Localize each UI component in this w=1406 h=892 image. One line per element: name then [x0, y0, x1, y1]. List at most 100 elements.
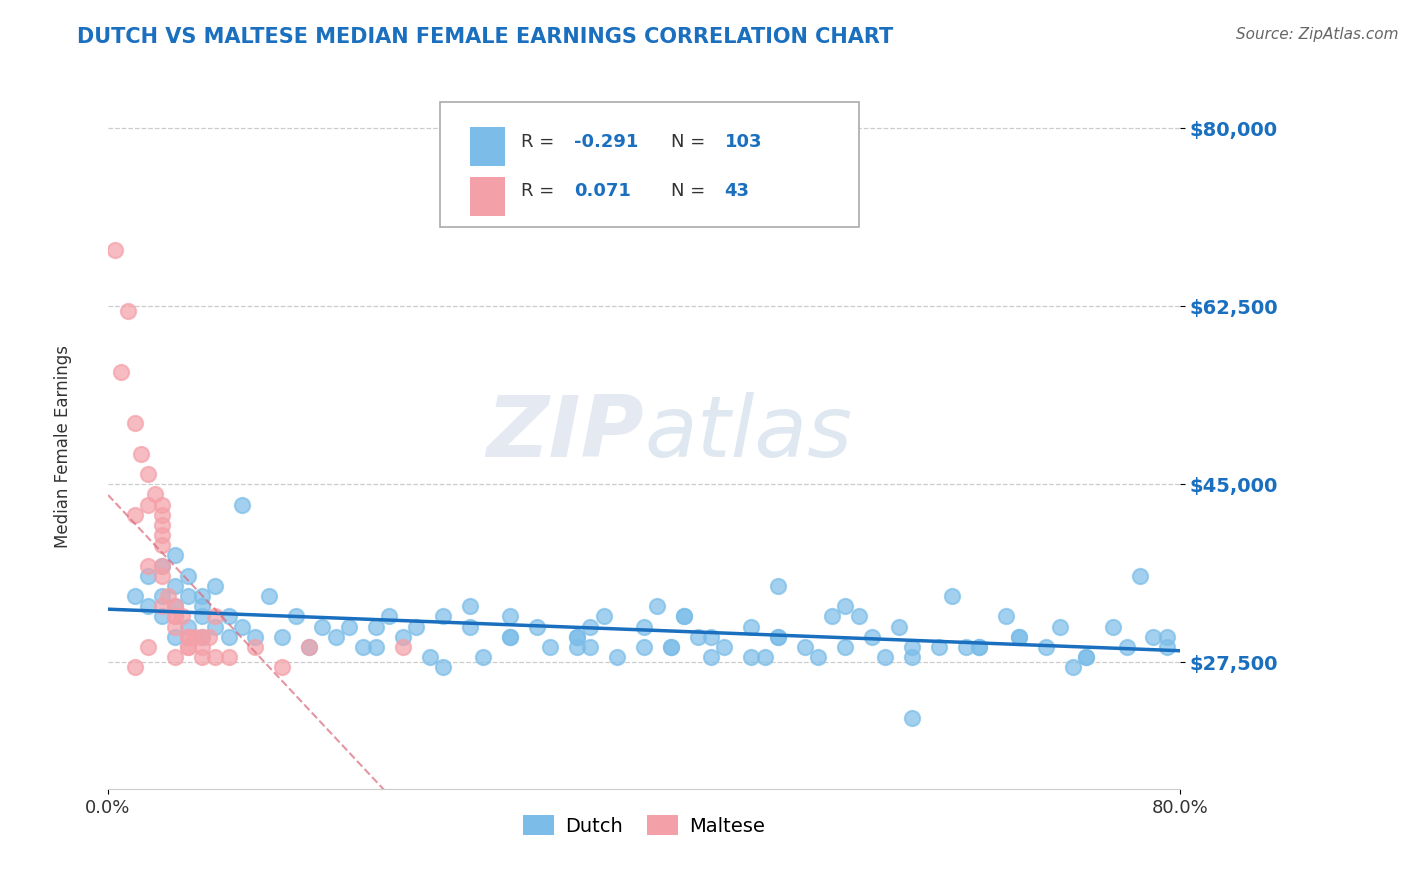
- Point: [392, 640, 415, 654]
- Point: [150, 498, 173, 512]
- Point: [821, 609, 844, 624]
- Point: [405, 619, 427, 633]
- Point: [606, 650, 628, 665]
- Point: [565, 630, 588, 644]
- Point: [124, 416, 146, 430]
- Point: [967, 640, 990, 654]
- Point: [673, 609, 696, 624]
- Point: [941, 589, 963, 603]
- Point: [191, 630, 214, 644]
- Point: [1076, 650, 1098, 665]
- Point: [901, 650, 924, 665]
- Text: Source: ZipAtlas.com: Source: ZipAtlas.com: [1236, 27, 1399, 42]
- Point: [659, 640, 682, 654]
- Point: [432, 609, 454, 624]
- Text: N =: N =: [671, 133, 711, 151]
- Text: Median Female Earnings: Median Female Earnings: [55, 344, 72, 548]
- Point: [1008, 630, 1031, 644]
- Legend: Dutch, Maltese: Dutch, Maltese: [515, 807, 773, 844]
- Point: [191, 589, 214, 603]
- Point: [124, 508, 146, 522]
- Point: [458, 599, 481, 614]
- Point: [150, 589, 173, 603]
- Point: [177, 589, 200, 603]
- Point: [204, 609, 226, 624]
- Point: [364, 640, 387, 654]
- Point: [177, 630, 200, 644]
- Point: [177, 568, 200, 582]
- Point: [218, 609, 240, 624]
- Point: [1049, 619, 1071, 633]
- Point: [204, 650, 226, 665]
- Point: [191, 599, 214, 614]
- Point: [1156, 630, 1178, 644]
- Point: [364, 619, 387, 633]
- Point: [163, 549, 186, 563]
- Point: [807, 650, 830, 665]
- Point: [499, 630, 522, 644]
- Point: [1008, 630, 1031, 644]
- Point: [150, 609, 173, 624]
- Point: [352, 640, 374, 654]
- Point: [117, 304, 139, 318]
- Text: 43: 43: [724, 182, 749, 201]
- Point: [673, 609, 696, 624]
- Point: [204, 579, 226, 593]
- Point: [284, 609, 307, 624]
- Point: [887, 619, 910, 633]
- Point: [565, 630, 588, 644]
- Point: [967, 640, 990, 654]
- Point: [392, 630, 415, 644]
- Point: [1102, 619, 1125, 633]
- Point: [766, 630, 789, 644]
- Point: [875, 650, 897, 665]
- Point: [1035, 640, 1057, 654]
- Point: [378, 609, 401, 624]
- Point: [928, 640, 950, 654]
- Point: [163, 619, 186, 633]
- Point: [197, 630, 219, 644]
- Point: [136, 599, 159, 614]
- Point: [124, 660, 146, 674]
- Point: [472, 650, 495, 665]
- Point: [177, 640, 200, 654]
- Point: [955, 640, 977, 654]
- Point: [131, 447, 153, 461]
- Point: [834, 599, 856, 614]
- Point: [766, 630, 789, 644]
- Point: [994, 609, 1017, 624]
- Point: [177, 619, 200, 633]
- Point: [1076, 650, 1098, 665]
- Point: [191, 650, 214, 665]
- Point: [150, 558, 173, 573]
- Point: [191, 630, 214, 644]
- Point: [432, 660, 454, 674]
- Text: R =: R =: [520, 182, 560, 201]
- Point: [136, 498, 159, 512]
- Point: [499, 609, 522, 624]
- Text: ZIP: ZIP: [486, 392, 644, 475]
- Point: [191, 609, 214, 624]
- Point: [163, 599, 186, 614]
- Point: [143, 487, 166, 501]
- Point: [271, 660, 294, 674]
- Point: [218, 630, 240, 644]
- Point: [191, 640, 214, 654]
- Point: [184, 630, 207, 644]
- Point: [177, 630, 200, 644]
- Point: [1062, 660, 1084, 674]
- Point: [848, 609, 870, 624]
- Point: [458, 619, 481, 633]
- Point: [592, 609, 614, 624]
- Text: -0.291: -0.291: [575, 133, 638, 151]
- Text: 0.071: 0.071: [575, 182, 631, 201]
- Point: [150, 517, 173, 532]
- Point: [565, 640, 588, 654]
- Point: [700, 630, 723, 644]
- Point: [298, 640, 321, 654]
- Point: [325, 630, 347, 644]
- Point: [901, 640, 924, 654]
- Point: [659, 640, 682, 654]
- Point: [124, 589, 146, 603]
- Point: [901, 711, 924, 725]
